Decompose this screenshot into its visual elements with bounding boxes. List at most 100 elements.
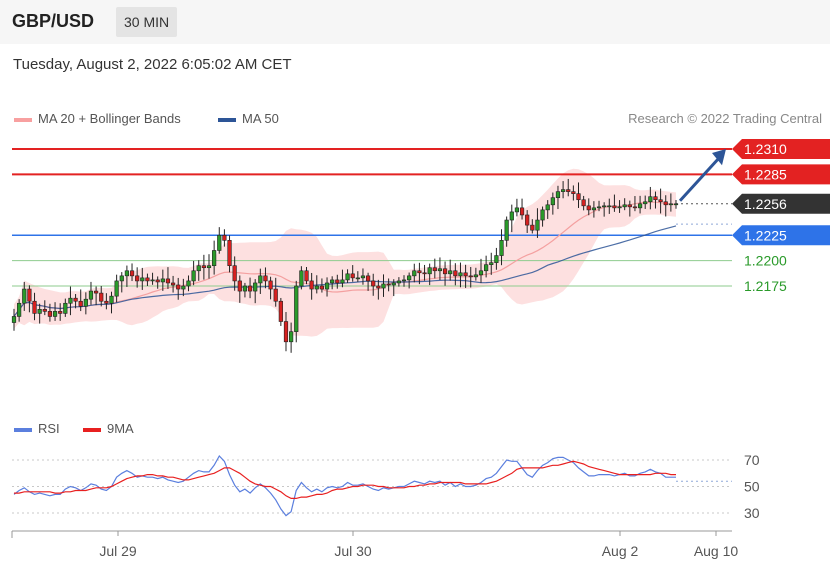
candle-body <box>206 265 212 269</box>
candle-body <box>571 191 576 194</box>
rsi-tick-70: 70 <box>744 452 760 468</box>
candle-body <box>617 206 622 209</box>
candle-body <box>417 270 422 274</box>
candle-body <box>170 282 176 286</box>
candle-body <box>504 219 509 241</box>
candle-body <box>335 279 340 284</box>
candle-body <box>150 279 155 282</box>
legend-rsi: RSI <box>14 421 60 436</box>
candle-body <box>427 267 432 275</box>
candle-body <box>596 206 602 209</box>
candle-body <box>376 285 381 289</box>
candle-body <box>386 283 391 286</box>
candle-body <box>22 288 27 304</box>
candle-body <box>324 282 330 290</box>
candle-body <box>247 285 253 292</box>
candle-body <box>530 224 535 231</box>
candle-body <box>263 275 268 282</box>
candle-body <box>37 309 42 314</box>
header-bar: GBP/USD 30 MIN <box>0 0 830 44</box>
candle-body <box>494 255 499 263</box>
candle-body <box>499 240 504 256</box>
candle-body <box>73 297 78 302</box>
candle-body <box>165 278 171 284</box>
candle-body <box>268 280 273 290</box>
candle-body <box>160 278 165 283</box>
rsi-tick-50: 50 <box>744 479 760 495</box>
candle-body <box>473 274 478 278</box>
pivot-2-label: 1.2175 <box>744 278 787 294</box>
candle-body <box>258 275 263 284</box>
candle-body <box>484 264 489 272</box>
candle-body <box>607 205 612 208</box>
candle-body <box>612 205 617 209</box>
pivot-1-label: 1.2200 <box>744 253 787 269</box>
candle-body <box>253 282 258 292</box>
candle-body <box>278 300 283 322</box>
candle-body <box>407 275 412 281</box>
candle-body <box>540 209 545 221</box>
candle-body <box>330 279 335 284</box>
candle-body <box>32 300 37 314</box>
candle-body <box>109 295 114 304</box>
resistance-1-label: 1.2285 <box>744 166 787 182</box>
rsi-tick-30: 30 <box>744 505 760 521</box>
legend-rsi-label: RSI <box>38 421 60 436</box>
resistance-2-label: 1.2310 <box>744 141 787 157</box>
candle-body <box>561 189 566 192</box>
candle-body <box>201 265 206 269</box>
candle-body <box>448 270 453 275</box>
candle-body <box>309 280 314 290</box>
candle-body <box>99 292 104 302</box>
candle-body <box>294 285 299 332</box>
credit-label: Research © 2022 Trading Central <box>628 111 822 126</box>
candle-body <box>658 199 663 203</box>
candle-body <box>401 279 407 282</box>
candle-body <box>591 207 596 211</box>
candle-body <box>432 267 437 272</box>
candle-body <box>314 285 319 290</box>
timeframe-button[interactable]: 30 MIN <box>116 7 178 37</box>
candle-body <box>237 280 242 292</box>
candle-body <box>340 279 345 284</box>
resistance-2-tag <box>732 139 830 159</box>
legend-ma20: MA 20 + Bollinger Bands <box>14 111 181 126</box>
candle-body <box>350 273 355 279</box>
candle-body <box>365 275 371 282</box>
projection-arrow-head-icon <box>712 149 726 166</box>
candle-body <box>140 277 145 282</box>
legend-9ma-label: 9MA <box>107 421 134 436</box>
candle-body <box>576 193 581 201</box>
candle-body <box>299 270 304 287</box>
candle-body <box>47 311 53 317</box>
x-tick-label: Jul 29 <box>99 543 137 559</box>
candle-body <box>535 219 540 231</box>
candle-body <box>135 275 140 282</box>
candle-body <box>637 203 643 209</box>
legend-ma20-label: MA 20 + Bollinger Bands <box>38 111 181 126</box>
ma20-swatch-icon <box>14 117 32 122</box>
candle-body <box>304 270 309 282</box>
candle-body <box>88 290 94 300</box>
support-1-tag <box>732 225 830 246</box>
x-tick-label: Jul 30 <box>334 543 372 559</box>
candle-body <box>514 207 520 213</box>
candle-body <box>360 275 366 279</box>
ma50-line <box>13 225 677 317</box>
candle-body <box>519 207 525 216</box>
candle-body <box>581 199 586 207</box>
candle-body <box>442 268 448 275</box>
candle-body <box>566 189 571 192</box>
candle-body <box>371 280 376 287</box>
candle-body <box>242 285 248 292</box>
resistance-1-tag <box>732 164 830 185</box>
candle-body <box>381 283 386 289</box>
candle-body <box>27 288 32 302</box>
candle-body <box>345 273 350 281</box>
candle-body <box>11 316 17 323</box>
candle-body <box>119 275 124 282</box>
candle-body <box>643 201 648 205</box>
candle-body <box>468 275 473 278</box>
candle-body <box>319 285 325 290</box>
